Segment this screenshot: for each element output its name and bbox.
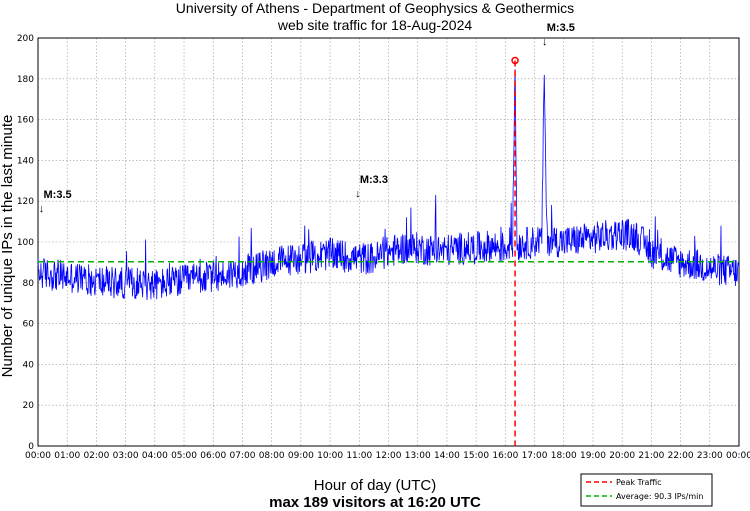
x-tick-label: 06:00 (200, 451, 226, 461)
x-tick-label: 09:00 (288, 451, 314, 461)
series-line-visitors (37, 69, 740, 300)
x-tick-label: 18:00 (551, 451, 577, 461)
y-tick-label: 60 (23, 320, 35, 330)
y-tick-label: 140 (17, 156, 34, 166)
x-tick-label: 11:00 (346, 451, 372, 461)
x-tick-label: 23:00 (697, 451, 723, 461)
x-tick-label: 03:00 (113, 451, 139, 461)
earthquake-annotations: M:3.5 ↓ M:3.3 ↓ M:3.5 ↓ (39, 22, 575, 215)
y-tick-label: 40 (23, 360, 35, 370)
x-tick-label: 21:00 (638, 451, 664, 461)
legend-peak-label: Peak Traffic (616, 478, 662, 487)
y-tick-labels: 0 20 40 60 80 100 120 140 160 180 200 (17, 34, 34, 452)
x-tick-label: 00:00 (726, 451, 750, 461)
x-tick-label: 15:00 (463, 451, 489, 461)
x-tick-label: 02:00 (83, 451, 109, 461)
x-tick-label: 20:00 (609, 451, 635, 461)
annotation-arrow-icon: ↓ (542, 36, 548, 48)
x-tick-label: 22:00 (668, 451, 694, 461)
chart-subtitle: web site traffic for 18-Aug-2024 (277, 17, 473, 33)
x-tick-label: 14:00 (434, 451, 460, 461)
x-tick-label: 17:00 (522, 451, 548, 461)
y-axis-label: Number of unique IPs in the last minute (0, 115, 16, 378)
peak-marker (511, 56, 519, 65)
x-tick-label: 04:00 (142, 451, 168, 461)
x-tick-label: 00:00 (25, 451, 51, 461)
annotation-label: M:3.3 (360, 174, 388, 186)
x-tick-label: 10:00 (317, 451, 343, 461)
x-tick-labels: 00:00 01:00 02:00 03:00 04:00 05:00 06:00 07:00… (25, 451, 750, 461)
max-visitors-caption: max 189 visitors at 16:20 UTC (269, 494, 481, 511)
y-tick-label: 20 (23, 401, 35, 411)
x-tick-label: 08:00 (259, 451, 285, 461)
y-tick-label: 180 (17, 75, 34, 85)
x-tick-label: 13:00 (405, 451, 431, 461)
legend-box (580, 473, 713, 507)
y-tick-label: 80 (23, 279, 35, 289)
x-tick-label: 12:00 (376, 451, 402, 461)
legend-average-label: Average: 90.3 IPs/min (616, 492, 703, 501)
x-axis-label: Hour of day (UTC) (314, 477, 437, 494)
y-tick-label: 200 (17, 34, 34, 44)
x-tick-label: 05:00 (171, 451, 197, 461)
plot-frame (37, 37, 740, 447)
y-tick-label: 120 (17, 197, 34, 207)
legend: Peak Traffic Average: 90.3 IPs/min (580, 473, 713, 507)
annotation-label: M:3.5 (547, 22, 575, 34)
y-tick-label: 0 (28, 442, 34, 452)
x-tick-label: 01:00 (54, 451, 80, 461)
y-tick-label: 160 (17, 116, 34, 126)
x-tick-label: 07:00 (229, 451, 255, 461)
x-tick-label: 16:00 (492, 451, 518, 461)
annotation-label: M:3.5 (44, 189, 72, 201)
y-tick-label: 100 (17, 238, 34, 248)
x-tick-label: 19:00 (580, 451, 606, 461)
chart-title: University of Athens - Department of Geo… (176, 0, 574, 16)
annotation-arrow-icon: ↓ (39, 203, 45, 215)
annotation-arrow-icon: ↓ (355, 188, 361, 200)
